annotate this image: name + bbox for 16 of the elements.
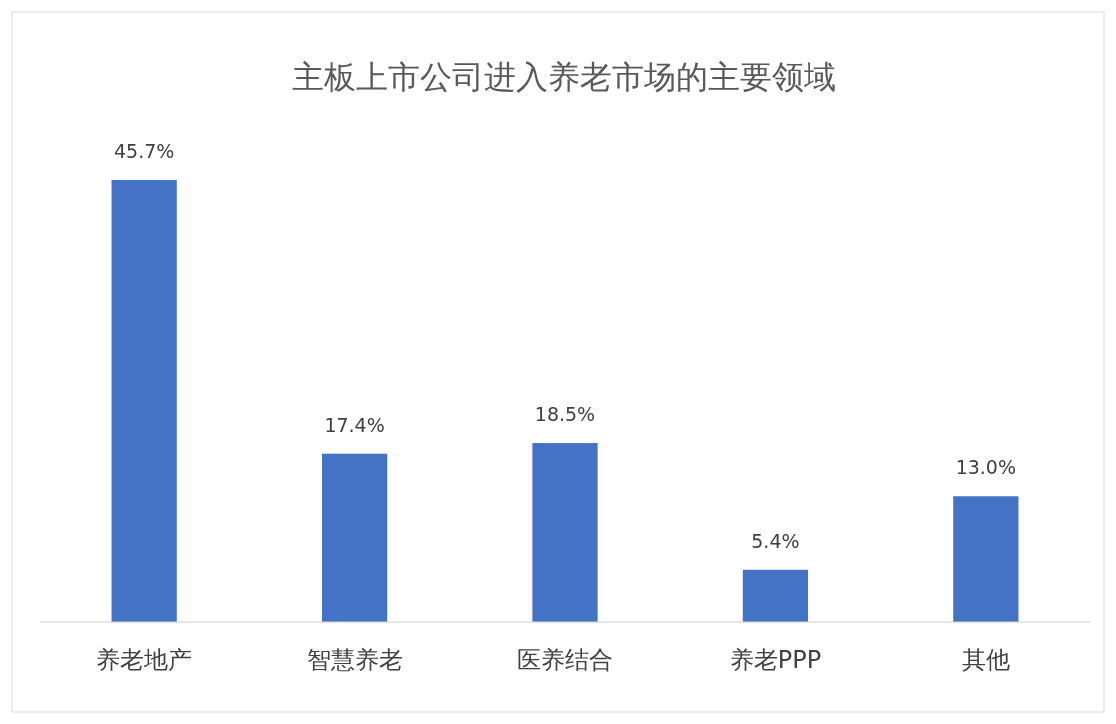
data-label: 18.5% [534,403,596,426]
data-label: 17.4% [324,413,385,436]
x-tick-label: 医养结合 [517,646,613,674]
bar [953,496,1019,622]
chart-title: 主板上市公司进入养老市场的主要领域 [292,58,836,96]
data-label: 5.4% [751,529,800,552]
data-label: 45.7% [113,140,175,162]
bar [111,180,177,622]
bar [321,453,388,622]
bar [532,443,598,622]
bar [742,569,809,622]
data-label: 13.0% [955,456,1017,479]
x-tick-label: 养老PPP [729,646,822,674]
x-tick-label: 养老地产 [96,646,193,674]
x-tick-label: 智慧养老 [306,646,403,674]
x-tick-label: 其他 [961,646,1010,674]
